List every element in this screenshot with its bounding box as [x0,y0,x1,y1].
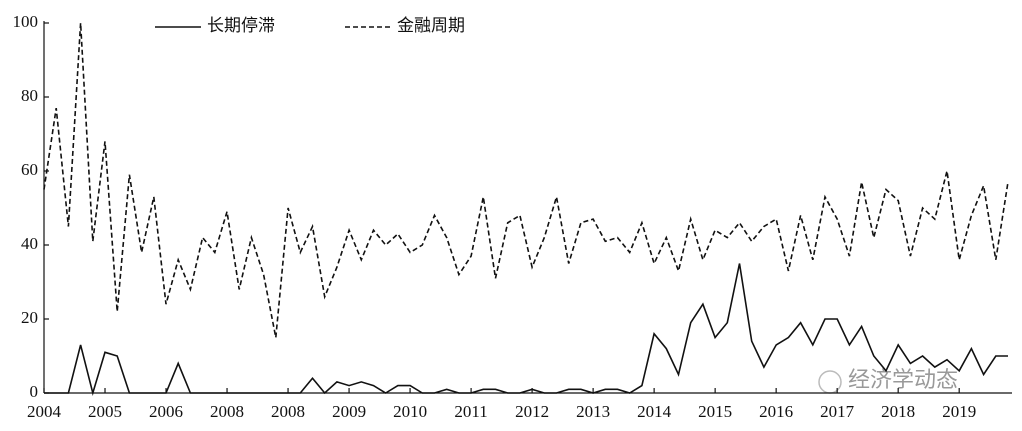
y-tick-label: 60 [21,160,38,179]
x-tick-label: 2019 [942,402,976,421]
x-tick-label: 2014 [637,402,672,421]
y-tick-label: 40 [21,234,38,253]
watermark-text: 经济学动态 [848,367,958,392]
y-tick-label: 0 [30,382,39,401]
series-line [44,263,1008,397]
x-tick-label: 2017 [820,402,855,421]
x-tick-label: 2010 [393,402,427,421]
legend-label: 金融周期 [397,16,465,35]
y-tick-label: 100 [13,12,39,31]
y-tick-label: 80 [21,86,38,105]
y-tick-label: 20 [21,308,38,327]
x-tick-label: 2012 [515,402,549,421]
x-tick-label: 2004 [27,402,62,421]
legend-label: 长期停滞 [207,16,275,35]
x-tick-label: 2008 [271,402,305,421]
x-tick-label: 2018 [881,402,915,421]
x-tick-label: 2005 [88,402,122,421]
x-tick-label: 2015 [698,402,732,421]
x-tick-label: 2009 [332,402,366,421]
x-tick-label: 2016 [759,402,793,421]
x-tick-label: 2008 [210,402,244,421]
watermark: 经济学动态 [818,367,958,394]
series-line [43,22,1009,338]
x-tick-label: 2006 [149,402,183,421]
x-tick-label: 2013 [576,402,610,421]
x-tick-label: 2011 [454,402,487,421]
